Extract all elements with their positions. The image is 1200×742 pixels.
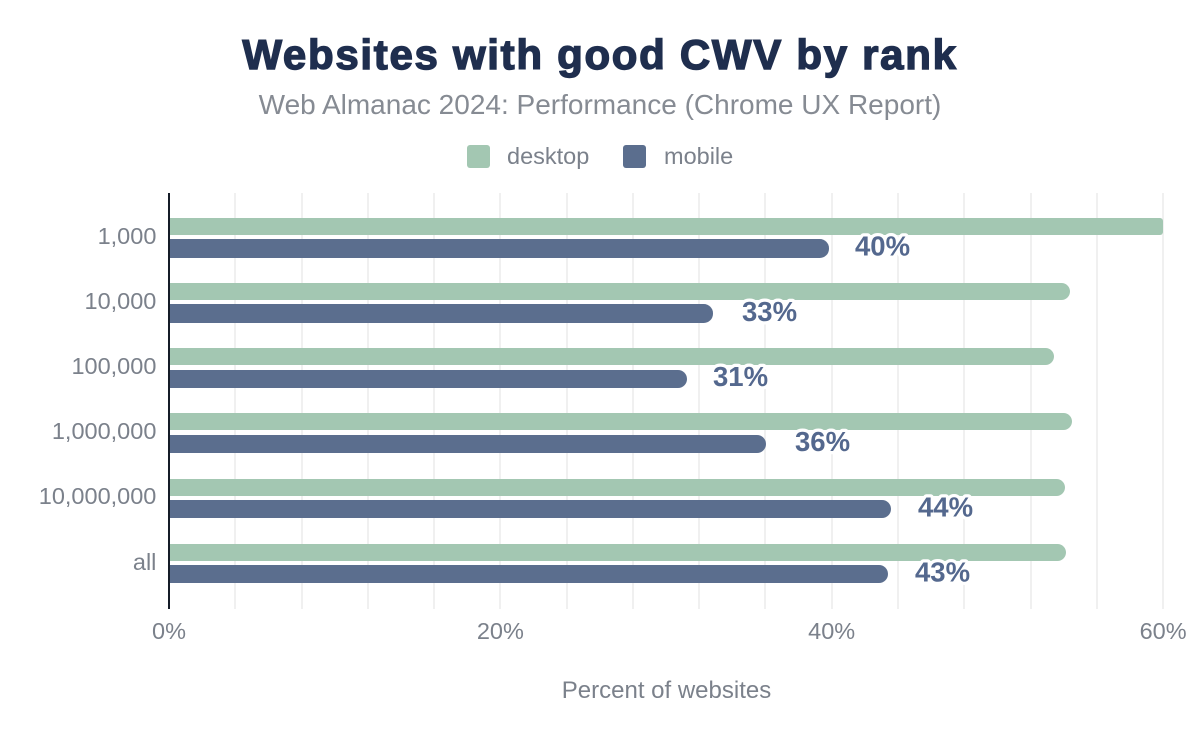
svg-text:36%: 36% xyxy=(795,426,850,457)
svg-text:31%: 31% xyxy=(713,361,768,392)
svg-text:43%: 43% xyxy=(915,556,970,587)
svg-text:40%: 40% xyxy=(855,231,910,262)
svg-text:33%: 33% xyxy=(742,296,797,327)
svg-text:44%: 44% xyxy=(918,491,973,522)
